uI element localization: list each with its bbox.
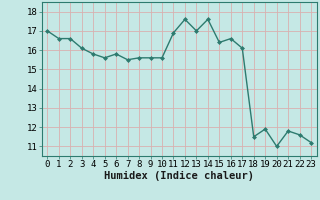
X-axis label: Humidex (Indice chaleur): Humidex (Indice chaleur) — [104, 171, 254, 181]
